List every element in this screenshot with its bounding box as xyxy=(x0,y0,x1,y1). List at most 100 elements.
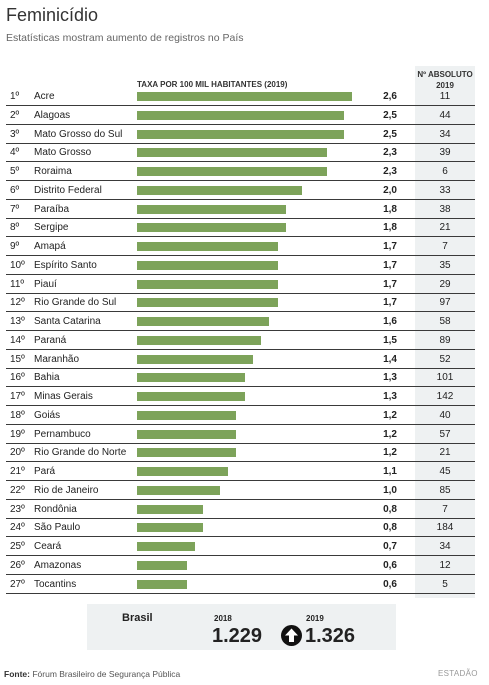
table-row: 4º Mato Grosso 2,3 39 xyxy=(6,143,475,163)
table-row: 14º Paraná 1,5 89 xyxy=(6,331,475,350)
rate-bar xyxy=(137,242,278,251)
table-row: 23º Rondônia 0,8 7 xyxy=(6,500,475,519)
absolute-value: 6 xyxy=(442,166,448,177)
rate-bar xyxy=(137,110,344,120)
absolute-header-line1: Nº ABSOLUTO xyxy=(417,70,473,79)
state-label: Amapá xyxy=(34,241,66,252)
rate-value: 1,1 xyxy=(383,466,397,477)
brasil-year-2018: 2018 xyxy=(214,614,232,623)
absolute-value: 184 xyxy=(436,522,454,534)
rate-value: 2,5 xyxy=(383,128,397,140)
absolute-value: 5 xyxy=(442,578,448,590)
table-row: 13º Santa Catarina 1,6 58 xyxy=(6,312,475,331)
table-row: 17º Minas Gerais 1,3 142 xyxy=(6,387,475,406)
rate-bar xyxy=(137,410,237,420)
rank-label: 14º xyxy=(10,334,25,346)
absolute-value: 58 xyxy=(439,316,451,327)
rank-label: 3º xyxy=(10,128,20,140)
rank-label: 26º xyxy=(10,559,25,571)
state-label: Alagoas xyxy=(34,109,71,121)
table-row: 21º Pará 1,1 45 xyxy=(6,462,475,481)
rate-bar xyxy=(137,129,344,139)
rate-value: 0,7 xyxy=(383,541,397,552)
table-row: 3º Mato Grosso do Sul 2,5 34 xyxy=(6,125,475,144)
absolute-value: 34 xyxy=(439,128,451,140)
rate-bar xyxy=(137,335,262,345)
rate-bar xyxy=(137,148,328,158)
rank-label: 9º xyxy=(10,241,20,252)
table-row: 26º Amazonas 0,6 12 xyxy=(6,556,475,575)
absolute-value: 29 xyxy=(439,278,451,290)
table-row: 19º Pernambuco 1,2 57 xyxy=(6,425,475,444)
rate-bar xyxy=(137,579,187,589)
rate-value: 1,2 xyxy=(383,447,397,459)
absolute-value: 34 xyxy=(439,541,451,552)
absolute-value: 44 xyxy=(439,109,451,121)
state-label: Minas Gerais xyxy=(34,391,93,402)
absolute-value: 57 xyxy=(439,428,451,440)
rank-label: 19º xyxy=(10,428,25,440)
page-title: Feminicídio xyxy=(6,5,99,25)
table-row: 25º Ceará 0,7 34 xyxy=(6,537,475,556)
rank-label: 8º xyxy=(10,222,20,234)
table-row: 1º Acre 2,6 11 xyxy=(6,87,475,106)
arrow-up-circle-icon xyxy=(281,625,302,646)
table-row: 8º Sergipe 1,8 21 xyxy=(6,218,475,238)
absolute-value: 35 xyxy=(439,259,451,271)
brasil-year-2019: 2019 xyxy=(306,614,324,623)
table-row: 2º Alagoas 2,5 44 xyxy=(6,106,475,125)
rate-value: 1,7 xyxy=(383,278,397,290)
rank-label: 1º xyxy=(10,91,20,102)
state-label: Rio Grande do Sul xyxy=(34,297,117,309)
table-row: 6º Distrito Federal 2,0 33 xyxy=(6,181,475,200)
rank-label: 4º xyxy=(10,147,20,159)
publisher-logo: ESTADÃO xyxy=(438,669,478,678)
table-row: 20º Rio Grande do Norte 1,2 21 xyxy=(6,443,475,463)
rate-value: 0,6 xyxy=(383,559,397,571)
absolute-column-shade xyxy=(415,66,475,598)
rank-label: 15º xyxy=(10,353,25,365)
table-row: 22º Rio de Janeiro 1,0 85 xyxy=(6,481,475,500)
absolute-value: 40 xyxy=(439,409,451,421)
state-label: Pará xyxy=(34,466,56,477)
table-row: 7º Paraíba 1,8 38 xyxy=(6,200,475,219)
rate-value: 2,5 xyxy=(383,109,397,121)
rate-bar xyxy=(137,92,352,101)
brasil-value-2019: 1.326 xyxy=(305,625,356,647)
rate-bar xyxy=(137,485,220,495)
rate-value: 1,7 xyxy=(383,241,397,252)
rate-value: 2,3 xyxy=(383,147,397,159)
state-label: Roraima xyxy=(34,166,72,177)
absolute-value: 38 xyxy=(439,203,451,215)
rate-value: 1,2 xyxy=(383,428,397,440)
rate-bar xyxy=(137,542,195,551)
rate-value: 1,7 xyxy=(383,259,397,271)
rank-label: 12º xyxy=(10,297,25,309)
rank-label: 2º xyxy=(10,109,20,121)
rate-bar xyxy=(137,317,270,326)
rank-label: 23º xyxy=(10,503,25,515)
rank-label: 27º xyxy=(10,578,25,590)
rate-value: 1,8 xyxy=(383,222,397,234)
rate-bar xyxy=(137,167,328,176)
state-label: Mato Grosso xyxy=(34,147,92,159)
rate-value: 2,6 xyxy=(383,91,397,102)
absolute-value: 39 xyxy=(439,147,451,159)
rate-bar xyxy=(137,429,237,439)
absolute-header-year: 2019 xyxy=(436,81,454,90)
absolute-value: 12 xyxy=(439,559,451,571)
table-row: 15º Maranhão 1,4 52 xyxy=(6,350,475,369)
state-label: Tocantins xyxy=(34,578,77,590)
rank-label: 17º xyxy=(10,391,25,402)
absolute-value: 7 xyxy=(442,503,448,515)
state-label: Rondônia xyxy=(34,503,77,515)
state-label: São Paulo xyxy=(34,522,81,534)
state-label: Piauí xyxy=(34,278,57,290)
rate-value: 1,4 xyxy=(383,353,397,365)
state-label: Acre xyxy=(34,91,55,102)
state-label: Sergipe xyxy=(34,222,69,234)
rate-value: 1,6 xyxy=(383,316,397,327)
absolute-value: 11 xyxy=(439,91,451,102)
absolute-value: 89 xyxy=(439,334,451,346)
rate-bar xyxy=(137,298,278,308)
